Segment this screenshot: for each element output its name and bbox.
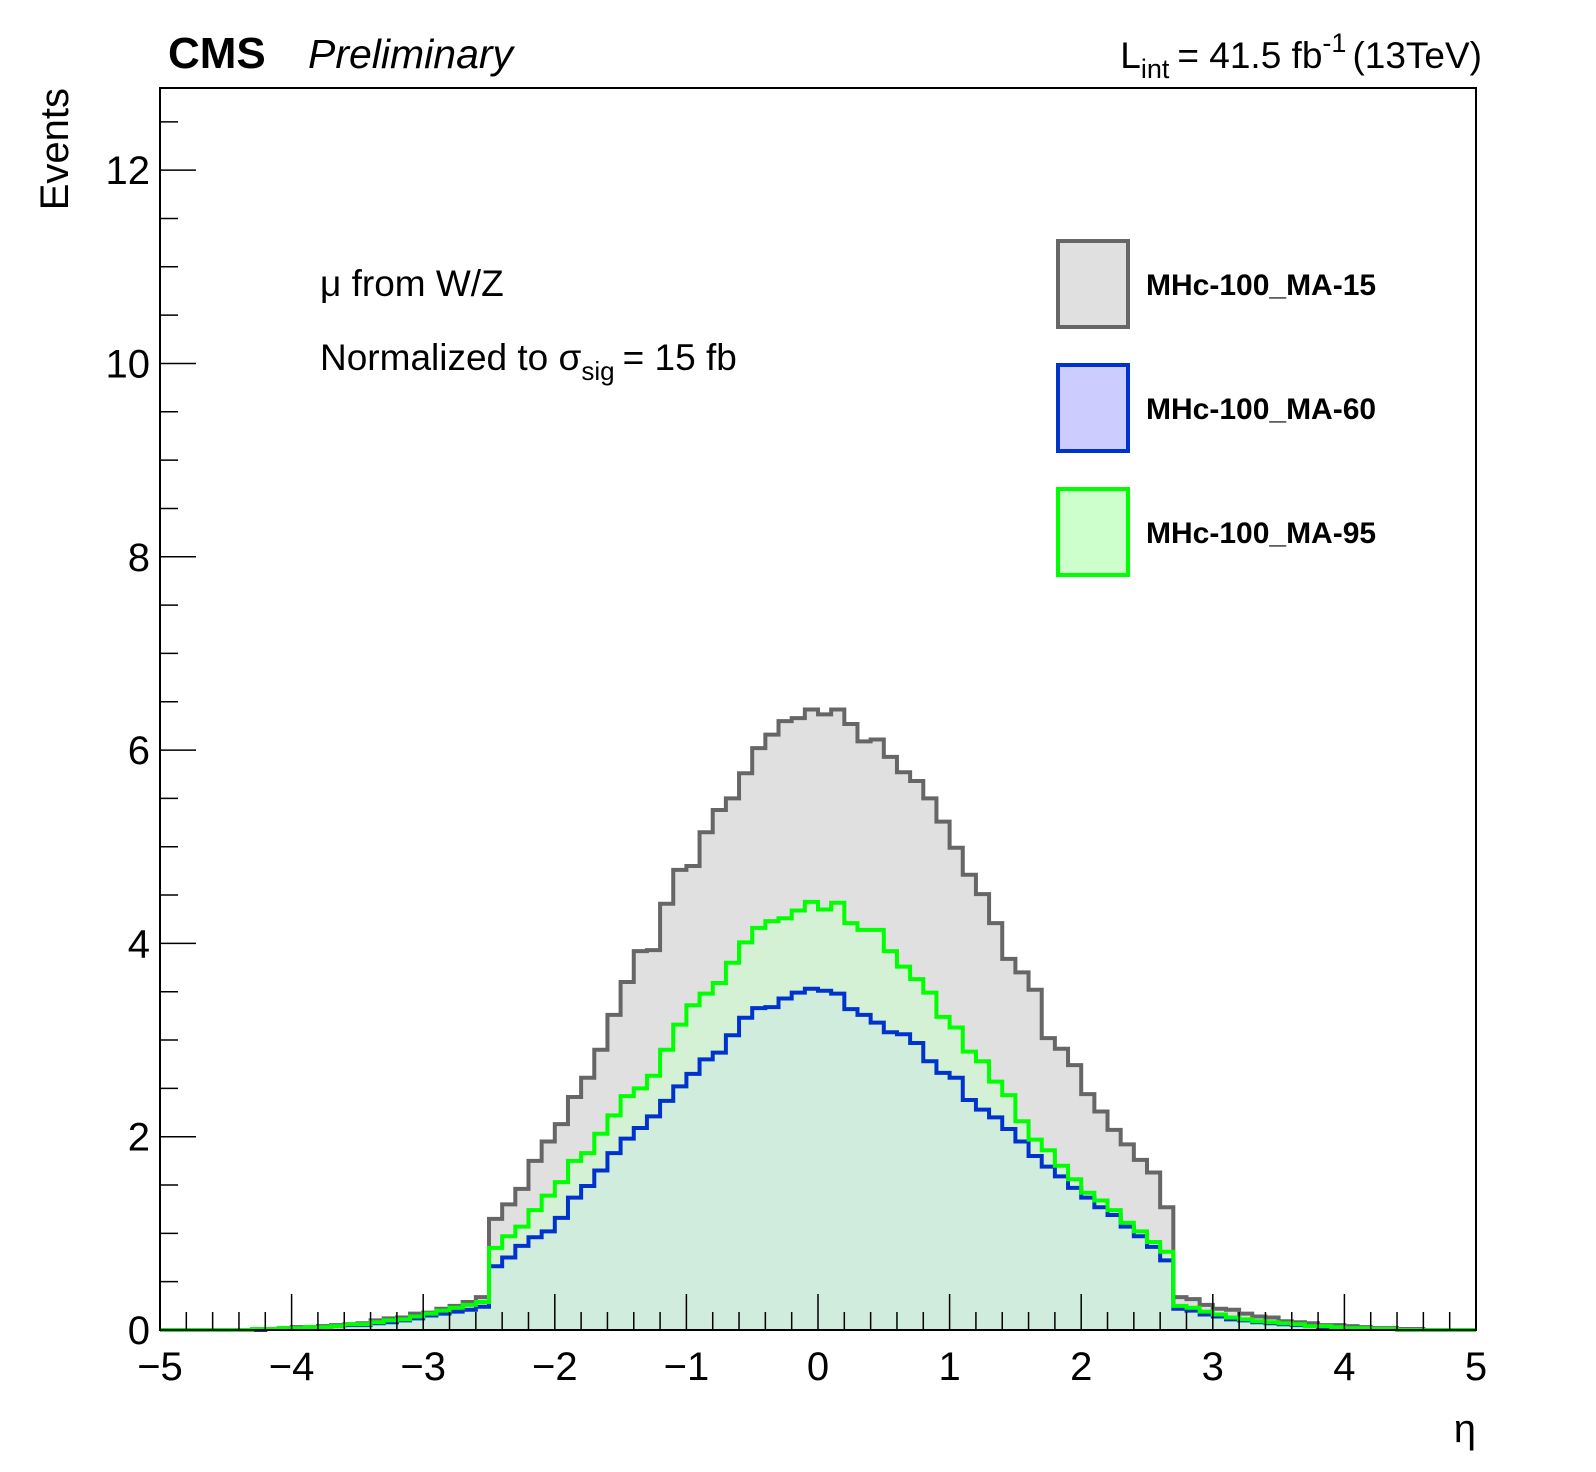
x-tick-label: 0 <box>807 1345 829 1389</box>
legend-swatch <box>1056 487 1130 577</box>
y-tick-label: 10 <box>106 342 151 386</box>
norm-value: = 15 fb <box>623 337 737 378</box>
y-tick-label: 8 <box>128 536 150 580</box>
norm-prefix: Normalized to σ <box>320 337 582 378</box>
x-tick-label: 2 <box>1070 1345 1092 1389</box>
legend: MHc-100_MA-15 MHc-100_MA-60 MHc-100_MA-95 <box>1056 239 1376 577</box>
x-axis-tick-labels: −5 −4 −3 −2 −1 0 1 2 3 4 5 <box>137 1345 1487 1389</box>
lumi-energy: (13TeV) <box>1352 35 1482 76</box>
x-tick-label: 3 <box>1202 1345 1224 1389</box>
x-axis-title: η <box>1454 1407 1476 1451</box>
y-axis-ticks <box>160 121 196 1331</box>
legend-label: MHc-100_MA-15 <box>1146 269 1376 302</box>
norm-subscript: sig <box>581 356 614 386</box>
y-axis-tick-labels: 0 2 4 6 8 10 12 <box>106 149 151 1353</box>
x-tick-label: −4 <box>269 1345 315 1389</box>
y-tick-label: 0 <box>128 1309 150 1353</box>
legend-label: MHc-100_MA-95 <box>1146 517 1376 550</box>
y-tick-label: 4 <box>128 922 150 966</box>
x-tick-label: 4 <box>1333 1345 1355 1389</box>
y-tick-label: 2 <box>128 1116 150 1160</box>
y-tick-label: 12 <box>106 149 151 193</box>
experiment-label: CMS <box>168 29 266 78</box>
lumi-value: = 41.5 fb <box>1177 35 1322 76</box>
legend-swatch <box>1056 363 1130 453</box>
legend-swatch <box>1056 239 1130 329</box>
x-axis-ticks <box>159 1294 1477 1330</box>
x-tick-label: −3 <box>400 1345 446 1389</box>
x-tick-label: −2 <box>532 1345 578 1389</box>
lumi-superscript: -1 <box>1322 28 1346 58</box>
x-tick-label: −5 <box>137 1345 183 1389</box>
x-tick-label: −1 <box>664 1345 710 1389</box>
annotation-normalization: Normalized to σsig = 15 fb <box>320 337 737 386</box>
lumi-prefix: L <box>1120 35 1141 76</box>
status-label: Preliminary <box>308 31 516 77</box>
series-fills <box>160 709 1476 1330</box>
lumi-subscript: int <box>1141 54 1170 84</box>
luminosity-label: Lint = 41.5 fb-1 (13TeV) <box>1120 28 1482 84</box>
series-line-MHc-100_MA-15 <box>160 707 1476 1332</box>
series-fill-MHc-100_MA-95 <box>160 901 1476 1330</box>
annotation-source: μ from W/Z <box>320 263 504 304</box>
x-tick-label: 5 <box>1465 1345 1487 1389</box>
x-tick-label: 1 <box>938 1345 960 1389</box>
y-tick-label: 6 <box>128 729 150 773</box>
y-axis-title: Events <box>33 88 77 210</box>
legend-label: MHc-100_MA-60 <box>1146 393 1376 426</box>
